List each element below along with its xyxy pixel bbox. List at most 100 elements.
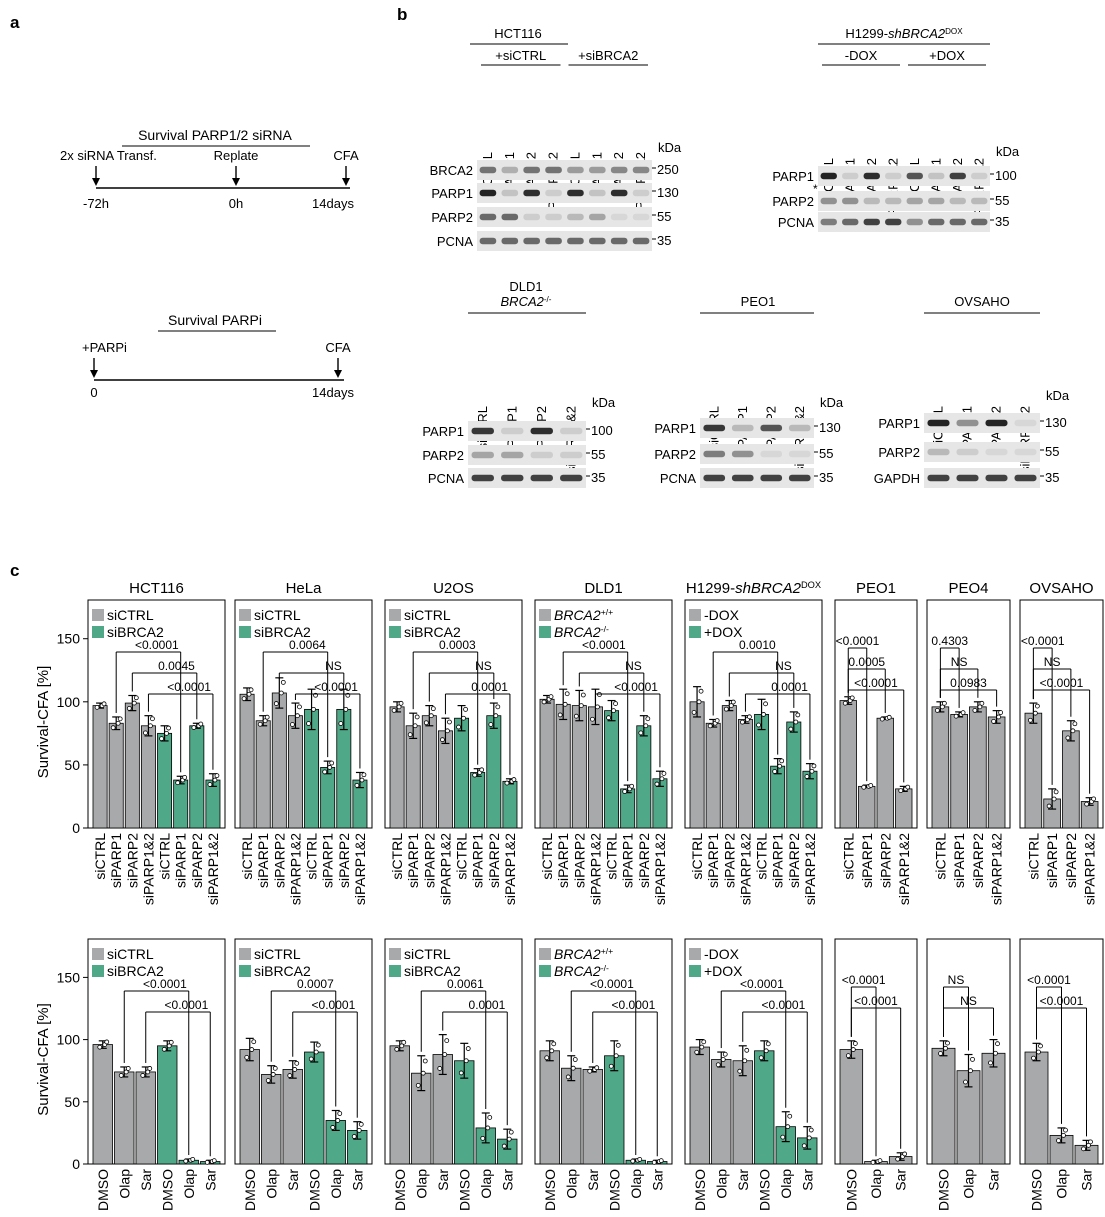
data-point (562, 701, 568, 707)
blot-strip (477, 231, 652, 251)
legend-swatch (539, 948, 551, 960)
x-tick-label: siPARP1 (405, 833, 421, 888)
sig-label: <0.0001 (1040, 676, 1084, 690)
sig-label: 0.0983 (950, 676, 987, 690)
data-point (934, 707, 940, 713)
data-point (806, 1135, 812, 1141)
x-tick-label: Olap (116, 1169, 132, 1199)
blot-strip (700, 468, 814, 488)
blot-row-label: PARP2 (654, 447, 696, 462)
bar (108, 722, 124, 829)
data-point (658, 1158, 664, 1164)
blot-row-label: BRCA2 (430, 163, 473, 178)
chart-16: DMSO Olap Sar <0.0001 <0.0001 (1019, 938, 1104, 1211)
timeline1-event: Replate (214, 148, 259, 163)
data-point (461, 715, 466, 721)
data-point (407, 732, 413, 738)
data-point (763, 1048, 769, 1054)
chart-title: H1299-shBRCA2DOX (686, 580, 821, 597)
legend-label: +DOX (704, 624, 743, 640)
blot-marker: 55 (995, 193, 1009, 208)
blot-band (731, 450, 754, 458)
blot-band (479, 237, 497, 245)
data-point (249, 1047, 255, 1052)
sig-label: NS (775, 659, 792, 673)
blot-group-label: -DOX (845, 48, 878, 63)
bar (320, 767, 336, 829)
data-point (763, 701, 768, 707)
data-point (442, 1052, 448, 1057)
blot-title-part: DOX (945, 27, 963, 36)
x-tick-label: DMSO (542, 1169, 558, 1211)
data-point (659, 776, 665, 782)
x-tick-label: siPARP2 (486, 833, 502, 888)
data-point (399, 1043, 405, 1049)
chart-frame (684, 938, 823, 1165)
blot-row-label: PCNA (660, 471, 696, 486)
chart-frame (384, 599, 523, 829)
bar (895, 788, 913, 829)
bar (705, 722, 721, 829)
data-point (248, 687, 254, 693)
data-point (335, 1118, 341, 1123)
data-point (295, 713, 300, 719)
data-point (630, 1158, 636, 1164)
data-point (246, 691, 252, 697)
legend-label-part: BRCA2 (554, 946, 601, 962)
x-tick-label: DMSO (692, 1169, 708, 1211)
data-point (287, 1073, 293, 1078)
x-tick-label: siPARP1 (859, 833, 875, 888)
blot-strip (818, 191, 990, 211)
timeline1-time: -72h (83, 196, 109, 211)
x-tick-label: DMSO (159, 1169, 175, 1211)
x-tick-label: siPARP2 (970, 833, 986, 888)
x-tick-label: Olap (1054, 1169, 1070, 1199)
data-point (541, 699, 547, 705)
timeline2-event: +PARPi (82, 340, 127, 355)
chart-title-part: H1299- (686, 580, 735, 597)
blot-marker: 35 (1045, 470, 1059, 485)
sig-label: <0.0001 (1021, 634, 1065, 648)
legend-swatch (92, 948, 104, 960)
bar (92, 705, 108, 829)
data-point (131, 700, 137, 706)
blot-band (1014, 419, 1037, 427)
timeline2-title: Survival PARPi (168, 312, 262, 328)
blot-band (928, 197, 945, 205)
blot-band (927, 419, 950, 427)
blot-band (760, 424, 783, 432)
legend-swatch (239, 948, 251, 960)
data-point (251, 1039, 257, 1045)
blot-band (906, 172, 923, 180)
x-tick-label: siPARP1 (770, 833, 786, 888)
data-point (902, 1151, 908, 1157)
x-tick-label: siPARP1&2 (140, 833, 156, 905)
legend-label: +DOX (704, 963, 743, 979)
x-tick-label: siPARP2 (636, 833, 652, 888)
x-tick-label: Sar (585, 1169, 601, 1191)
data-point (1088, 1139, 1093, 1145)
data-point (415, 1082, 421, 1088)
chart-title-part: shBRCA2 (735, 580, 802, 597)
data-point (273, 701, 279, 706)
data-point (1065, 735, 1071, 741)
blot-band (471, 427, 494, 435)
bar (140, 725, 156, 829)
data-point (110, 725, 116, 731)
blot-kda-label: kDa (820, 395, 844, 410)
data-point (292, 1067, 298, 1072)
legend-swatch (539, 965, 551, 977)
x-tick-label: Olap (181, 1169, 197, 1199)
x-tick-label: Sar (285, 1169, 301, 1191)
data-point (166, 1043, 172, 1049)
legend-label-part: BRCA2 (554, 607, 601, 623)
blot-band (479, 166, 497, 174)
bar (389, 1045, 410, 1165)
x-tick-label: siPARP1&2 (287, 833, 303, 905)
sig-label: <0.0001 (836, 634, 880, 648)
data-point (412, 723, 418, 729)
bar (157, 1045, 178, 1165)
data-point (148, 723, 153, 729)
bar (486, 715, 502, 829)
blot-marker: 35 (819, 470, 833, 485)
